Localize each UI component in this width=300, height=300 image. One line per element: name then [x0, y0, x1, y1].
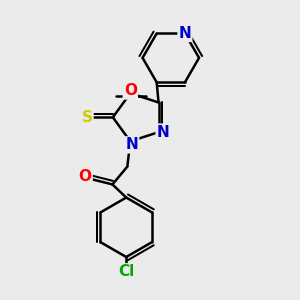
Text: N: N	[125, 137, 138, 152]
Text: S: S	[82, 110, 92, 125]
Text: N: N	[157, 125, 169, 140]
Text: N: N	[178, 26, 191, 41]
Text: O: O	[79, 169, 92, 184]
Text: Cl: Cl	[118, 264, 134, 279]
Text: O: O	[124, 83, 137, 98]
